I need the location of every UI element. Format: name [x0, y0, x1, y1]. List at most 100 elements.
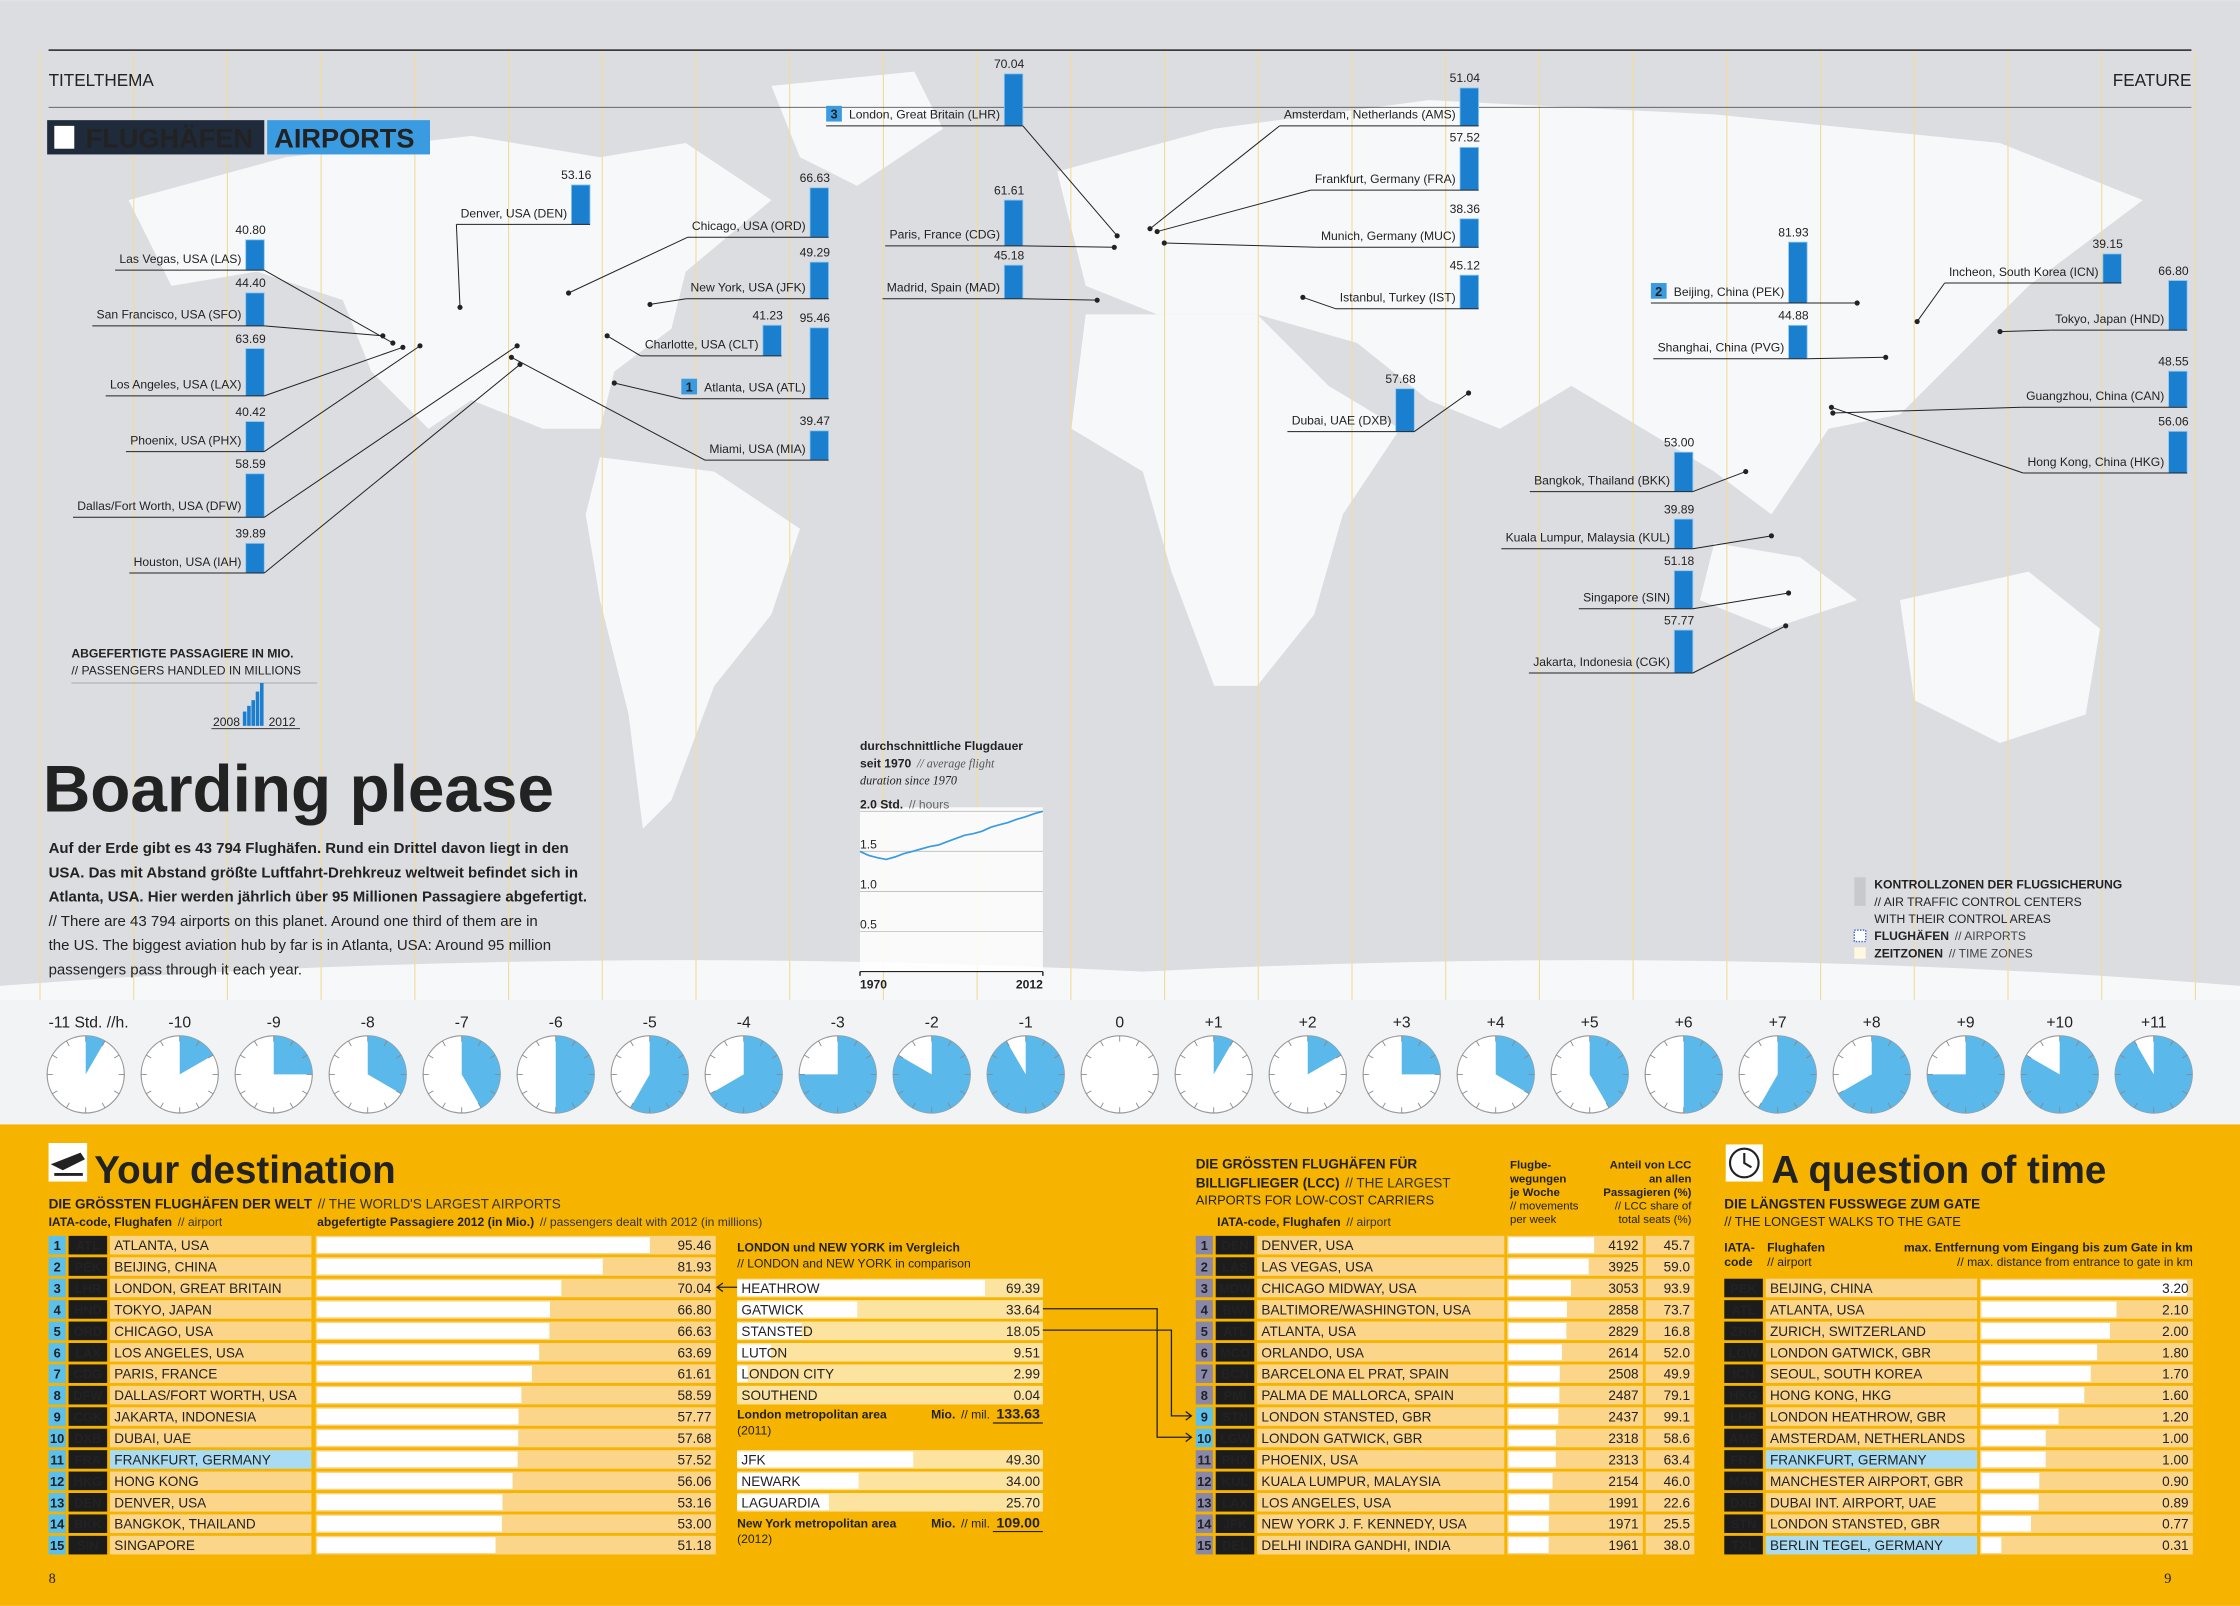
legend-swatch	[1854, 947, 1866, 959]
callout-leader	[606, 335, 641, 357]
airport-bar	[245, 473, 265, 518]
clock-tick	[1476, 1040, 1480, 1047]
clock-tick	[771, 1090, 778, 1095]
clock-tick	[195, 1102, 200, 1109]
rank-box	[48, 1321, 66, 1341]
legend-year: 2012	[269, 715, 296, 729]
compare-band	[737, 1321, 1043, 1341]
clock-tick	[1462, 1090, 1468, 1095]
iata-code: STN	[1222, 1410, 1248, 1425]
rank: 2	[1655, 284, 1662, 299]
clock-tick	[1274, 1054, 1280, 1059]
clock-tick	[677, 1054, 684, 1059]
code-box	[1215, 1407, 1255, 1426]
code-box	[1215, 1385, 1255, 1405]
time-zone-label: +8	[1863, 1014, 1881, 1031]
airport-label: Kuala Lumpur, Malaysia (KUL)	[1506, 531, 1670, 545]
column-header: per week	[1510, 1214, 1557, 1226]
clock-tick	[947, 1040, 952, 1047]
passenger-value: 66.80	[677, 1302, 711, 1317]
page-number: 8	[49, 1571, 56, 1587]
movement-bar	[1508, 1365, 1560, 1382]
badge-text: FLUGHÄFEN	[86, 122, 253, 153]
passenger-bar	[317, 1301, 550, 1318]
passenger-value: 63.69	[677, 1345, 711, 1360]
callout-leader	[1149, 125, 1280, 230]
time-zone-label: +10	[2046, 1014, 2073, 1031]
clock-tick	[348, 1040, 352, 1047]
legend-text-part: // TIME ZONES	[1949, 946, 2033, 960]
y-unit: // hours	[909, 797, 949, 811]
airport-name: LONDON GATWICK, GBR	[1770, 1345, 1931, 1360]
clock-tick	[160, 1040, 164, 1047]
rank: 8	[1201, 1388, 1208, 1403]
compare-value: 18.05	[1006, 1324, 1040, 1339]
rank-box	[681, 378, 698, 395]
clock-wedge	[987, 1035, 1065, 1113]
callout-leader	[1832, 406, 2022, 414]
airport-name: FRANKFURT, GERMANY	[1770, 1452, 1926, 1467]
clock-tick	[146, 1054, 152, 1059]
clock-tick	[1981, 1040, 1986, 1047]
chart-title-part: seit 1970	[860, 756, 911, 770]
name-band	[110, 1300, 312, 1319]
airport-label: Bangkok, Thailand (BKK)	[1534, 473, 1670, 487]
passenger-value: 70.04	[677, 1281, 711, 1296]
airport-value: 51.18	[1664, 554, 1695, 568]
airport-bar	[2168, 430, 2188, 474]
distance-bar	[1981, 1365, 2091, 1382]
rank-box	[48, 1514, 66, 1533]
rank: 10	[1197, 1431, 1211, 1446]
airport-point	[604, 333, 610, 339]
legend-sample-bar	[255, 691, 260, 726]
airport-name: MANCHESTER AIRPORT, GBR	[1770, 1474, 1964, 1489]
clock-tick	[583, 1054, 590, 1059]
iata-code: FRA	[75, 1452, 101, 1467]
rank-box	[48, 1450, 66, 1469]
clock-tick	[898, 1054, 904, 1059]
clock-tick	[1570, 1102, 1574, 1109]
clock-tick	[2026, 1054, 2032, 1059]
passenger-bar	[317, 1387, 522, 1403]
name-band	[1257, 1493, 1505, 1512]
legend-swatch	[1854, 877, 1866, 906]
clock-tick	[1229, 1040, 1234, 1047]
airport-value: 57.77	[1664, 613, 1695, 627]
airport-bar	[809, 261, 829, 300]
clock-tick	[1335, 1090, 1342, 1095]
airport-point	[514, 343, 520, 349]
passenger-value: 53.16	[677, 1495, 711, 1510]
share-value: 49.9	[1664, 1367, 1690, 1382]
clock-wedge	[1683, 1035, 1723, 1113]
clock-wedge	[179, 1035, 214, 1075]
clock-tick	[1699, 1102, 1704, 1109]
rank: 4	[54, 1302, 62, 1317]
clock-tick	[2120, 1054, 2126, 1059]
movement-bar	[1508, 1473, 1553, 1489]
name-band	[1257, 1321, 1505, 1341]
callout-leader	[1022, 298, 1098, 301]
clock-tick	[1288, 1102, 1292, 1109]
clock-tick	[1899, 1090, 1906, 1095]
distance-value: 0.31	[2162, 1538, 2188, 1553]
time-zone-label: -5	[643, 1014, 657, 1031]
iata-code: ZRH	[1730, 1324, 1756, 1339]
airport-value: 63.69	[235, 332, 266, 346]
rank: 15	[1197, 1538, 1211, 1553]
column-header: IATA-	[1724, 1241, 1755, 1255]
rank: 3	[830, 107, 837, 122]
total-value: 109.00	[996, 1515, 1040, 1531]
airport-name: CHICAGO, USA	[114, 1324, 214, 1339]
clock-tick	[571, 1102, 576, 1109]
airport-value: 44.40	[235, 276, 266, 290]
movement-bar	[1508, 1301, 1567, 1318]
time-zone-label: +2	[1299, 1014, 1317, 1031]
airport-name: BALTIMORE/WASHINGTON, USA	[1261, 1302, 1471, 1317]
airport-point	[1768, 533, 1774, 539]
compare-value: 25.70	[1006, 1495, 1040, 1510]
y-tick-label: 1.5	[860, 838, 877, 852]
section-subtitle: AIRPORTS FOR LOW-COST CARRIERS	[1196, 1192, 1434, 1207]
clock-tick	[759, 1040, 764, 1047]
total-unit: Mio. // mil.	[931, 1516, 990, 1530]
